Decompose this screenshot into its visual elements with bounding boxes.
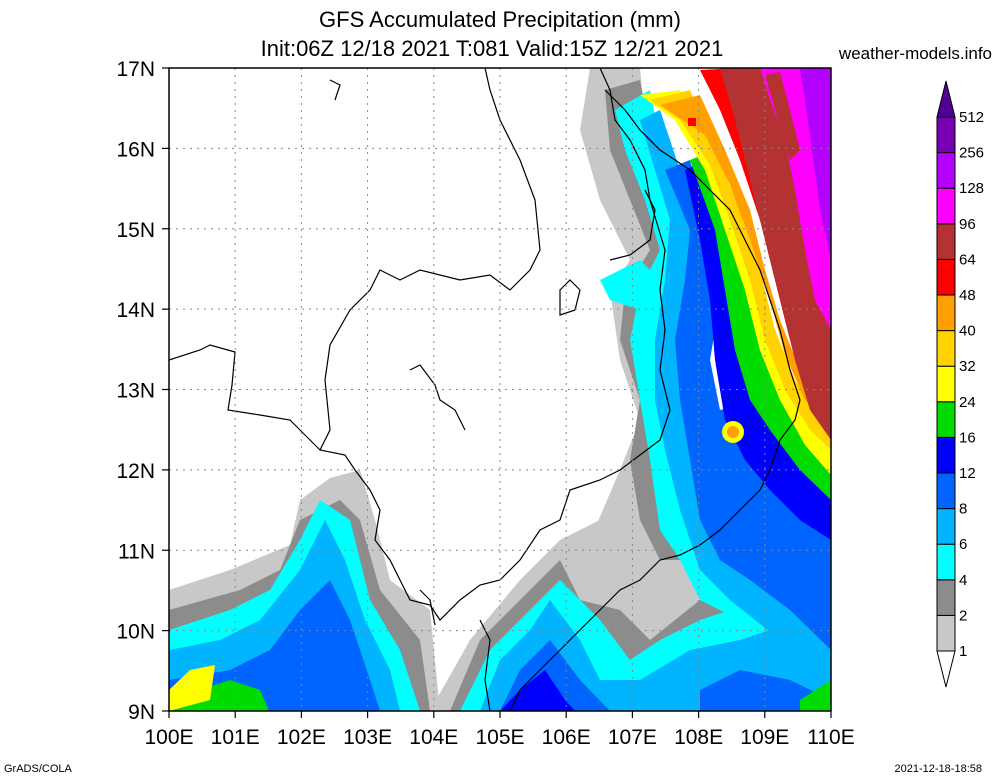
colorbar-swatch [936, 116, 956, 154]
precip-fields [169, 68, 831, 711]
map-subtitle: Init:06Z 12/18 2021 T:081 Valid:15Z 12/2… [260, 36, 724, 61]
lat-label: 10N [116, 621, 155, 644]
colorbar-swatch [936, 472, 956, 510]
lon-label: 110E [807, 726, 855, 749]
colorbar-swatch [936, 508, 956, 545]
lon-label: 101E [211, 726, 260, 749]
lon-label: 106E [542, 726, 591, 749]
lat-label: 17N [116, 58, 155, 81]
colorbar-swatch [936, 436, 956, 474]
colorbar-label: 128 [959, 180, 984, 197]
map-title: GFS Accumulated Precipitation (mm) [319, 7, 681, 32]
colorbar-swatch [936, 152, 956, 189]
colorbar-low-arrow [936, 650, 956, 688]
lon-axis-labels: 100E 101E 102E 103E 104E 105E 106E 107E 108E 109E… [144, 726, 854, 749]
lon-label: 108E [674, 726, 723, 749]
colorbar-swatch [936, 579, 956, 616]
lat-label: 9N [128, 701, 155, 724]
lat-axis-labels: 9N 10N 11N 12N 13N 14N 15N 16N 17N [116, 58, 155, 724]
colorbar-label: 512 [959, 109, 984, 126]
lat-label: 11N [118, 540, 155, 563]
colorbar-swatch [936, 614, 956, 652]
timestamp-label: 2021-12-18-18:58 [894, 763, 982, 775]
lon-label: 103E [343, 726, 392, 749]
site-label: weather-models.info [838, 44, 992, 63]
lat-label: 15N [116, 219, 155, 242]
colorbar-label: 2 [959, 607, 967, 624]
lon-label: 102E [277, 726, 326, 749]
axis-ticks [162, 67, 832, 718]
colorbar-label: 64 [959, 251, 976, 268]
colorbar-swatch [936, 365, 956, 403]
colorbar-label: 40 [959, 323, 976, 340]
colorbar-label: 96 [959, 216, 976, 233]
colorbar-label: 256 [959, 145, 984, 162]
colorbar-high-arrow [936, 80, 956, 118]
lon-label: 109E [740, 726, 789, 749]
colorbar-label: 16 [959, 429, 976, 446]
lat-label: 14N [116, 299, 155, 322]
lon-label: 107E [608, 726, 657, 749]
lon-label: 100E [144, 726, 193, 749]
colorbar-swatch [936, 543, 956, 581]
colorbar-label: 12 [959, 465, 976, 482]
lat-label: 12N [116, 460, 155, 483]
grid-lines [169, 68, 831, 711]
colorbar-swatch [936, 187, 956, 225]
colorbar-swatch [936, 223, 956, 260]
colorbar-swatch [936, 401, 956, 438]
colorbar-swatch [936, 294, 956, 332]
lon-label: 104E [409, 726, 458, 749]
lat-label: 16N [116, 138, 155, 161]
colorbar-label: 32 [959, 358, 976, 375]
lon-label: 105E [475, 726, 524, 749]
colorbar-label: 4 [959, 572, 967, 589]
colorbar-swatch [936, 258, 956, 296]
colorbar-label: 8 [959, 501, 967, 518]
colorbar-swatch [936, 330, 956, 367]
coastlines [169, 68, 801, 711]
colorbar-label: 24 [959, 394, 976, 411]
lat-label: 13N [116, 380, 155, 403]
colorbar-label: 6 [959, 536, 967, 553]
credit-label: GrADS/COLA [4, 763, 72, 775]
colorbar-label: 48 [959, 287, 976, 304]
colorbar-label: 1 [959, 643, 967, 660]
